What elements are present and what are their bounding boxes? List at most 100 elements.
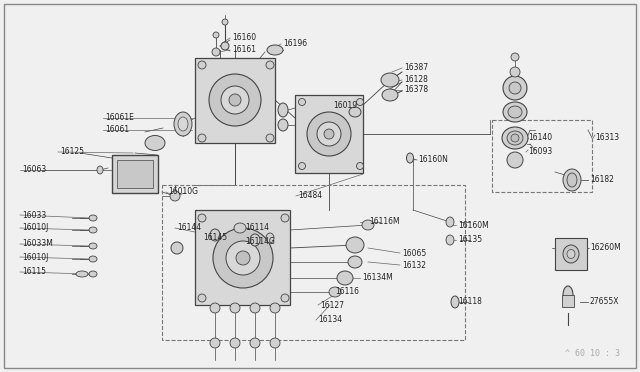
Text: 16484: 16484: [298, 192, 322, 201]
Circle shape: [171, 242, 183, 254]
Text: 16313: 16313: [595, 134, 619, 142]
Text: 16140: 16140: [528, 134, 552, 142]
Circle shape: [221, 42, 229, 50]
Text: 16134: 16134: [318, 315, 342, 324]
Ellipse shape: [236, 251, 250, 265]
Ellipse shape: [381, 73, 399, 87]
Text: 16019: 16019: [333, 100, 357, 109]
Circle shape: [250, 303, 260, 313]
Circle shape: [509, 82, 521, 94]
Bar: [195, 58, 275, 143]
Ellipse shape: [563, 286, 573, 304]
Text: 16010G: 16010G: [168, 187, 198, 196]
Ellipse shape: [174, 112, 192, 136]
Circle shape: [170, 191, 180, 201]
Text: 16033: 16033: [22, 211, 46, 219]
Text: 16127: 16127: [320, 301, 344, 310]
Ellipse shape: [349, 107, 361, 117]
Circle shape: [230, 303, 240, 313]
Circle shape: [230, 338, 240, 348]
Ellipse shape: [337, 271, 353, 285]
Text: 16010J: 16010J: [22, 253, 49, 262]
Text: 16114G: 16114G: [245, 237, 275, 247]
Ellipse shape: [213, 228, 273, 288]
Text: 16132: 16132: [402, 260, 426, 269]
Circle shape: [298, 163, 305, 170]
Text: 16033M: 16033M: [22, 240, 53, 248]
Ellipse shape: [234, 223, 246, 233]
Ellipse shape: [226, 241, 260, 275]
Ellipse shape: [503, 102, 527, 122]
Circle shape: [510, 67, 520, 77]
Text: 16378: 16378: [404, 86, 428, 94]
Text: 16387: 16387: [404, 64, 428, 73]
Bar: [555, 238, 587, 270]
Ellipse shape: [362, 220, 374, 230]
Text: 16118: 16118: [458, 298, 482, 307]
Text: 16196: 16196: [283, 39, 307, 48]
Text: 16160: 16160: [232, 33, 256, 42]
Ellipse shape: [89, 227, 97, 233]
Ellipse shape: [382, 89, 398, 101]
Circle shape: [503, 76, 527, 100]
Ellipse shape: [511, 134, 519, 142]
Ellipse shape: [567, 173, 577, 187]
Bar: [492, 120, 592, 192]
Text: 16063: 16063: [22, 166, 46, 174]
Bar: [162, 185, 465, 340]
Circle shape: [356, 99, 364, 106]
Circle shape: [210, 303, 220, 313]
Text: 16116: 16116: [335, 288, 359, 296]
Circle shape: [198, 294, 206, 302]
Text: 16061: 16061: [105, 125, 129, 135]
Circle shape: [222, 19, 228, 25]
Circle shape: [270, 303, 280, 313]
Ellipse shape: [324, 129, 334, 139]
Text: 16144: 16144: [177, 224, 201, 232]
Text: 16160M: 16160M: [458, 221, 489, 230]
Circle shape: [298, 99, 305, 106]
Ellipse shape: [89, 256, 97, 262]
Text: 16135: 16135: [458, 235, 482, 244]
Ellipse shape: [89, 271, 97, 277]
Ellipse shape: [250, 234, 260, 246]
Text: 16160N: 16160N: [418, 155, 448, 164]
Circle shape: [210, 338, 220, 348]
Ellipse shape: [567, 250, 575, 259]
Text: 16061E: 16061E: [105, 113, 134, 122]
Circle shape: [356, 163, 364, 170]
Circle shape: [198, 134, 206, 142]
Circle shape: [266, 134, 274, 142]
Ellipse shape: [346, 237, 364, 253]
Text: 16125: 16125: [60, 148, 84, 157]
Ellipse shape: [221, 86, 249, 114]
Circle shape: [507, 152, 523, 168]
Text: 16182: 16182: [590, 176, 614, 185]
Ellipse shape: [266, 233, 274, 243]
Circle shape: [250, 338, 260, 348]
Bar: [112, 155, 158, 193]
Bar: [117, 160, 153, 188]
Ellipse shape: [348, 256, 362, 268]
Text: 16114: 16114: [245, 224, 269, 232]
Ellipse shape: [178, 117, 188, 131]
Ellipse shape: [210, 229, 220, 241]
Bar: [295, 95, 363, 173]
Text: 27655X: 27655X: [590, 298, 620, 307]
Ellipse shape: [278, 103, 288, 117]
Circle shape: [213, 32, 219, 38]
Ellipse shape: [446, 217, 454, 227]
Ellipse shape: [97, 166, 103, 174]
Text: 16134M: 16134M: [362, 273, 393, 282]
Ellipse shape: [89, 243, 97, 249]
Ellipse shape: [317, 122, 341, 146]
Ellipse shape: [563, 169, 581, 191]
Ellipse shape: [267, 45, 283, 55]
Text: 16260M: 16260M: [590, 244, 621, 253]
Circle shape: [511, 53, 519, 61]
Ellipse shape: [446, 235, 454, 245]
Circle shape: [198, 214, 206, 222]
Ellipse shape: [209, 74, 261, 126]
Circle shape: [198, 61, 206, 69]
Ellipse shape: [229, 94, 241, 106]
